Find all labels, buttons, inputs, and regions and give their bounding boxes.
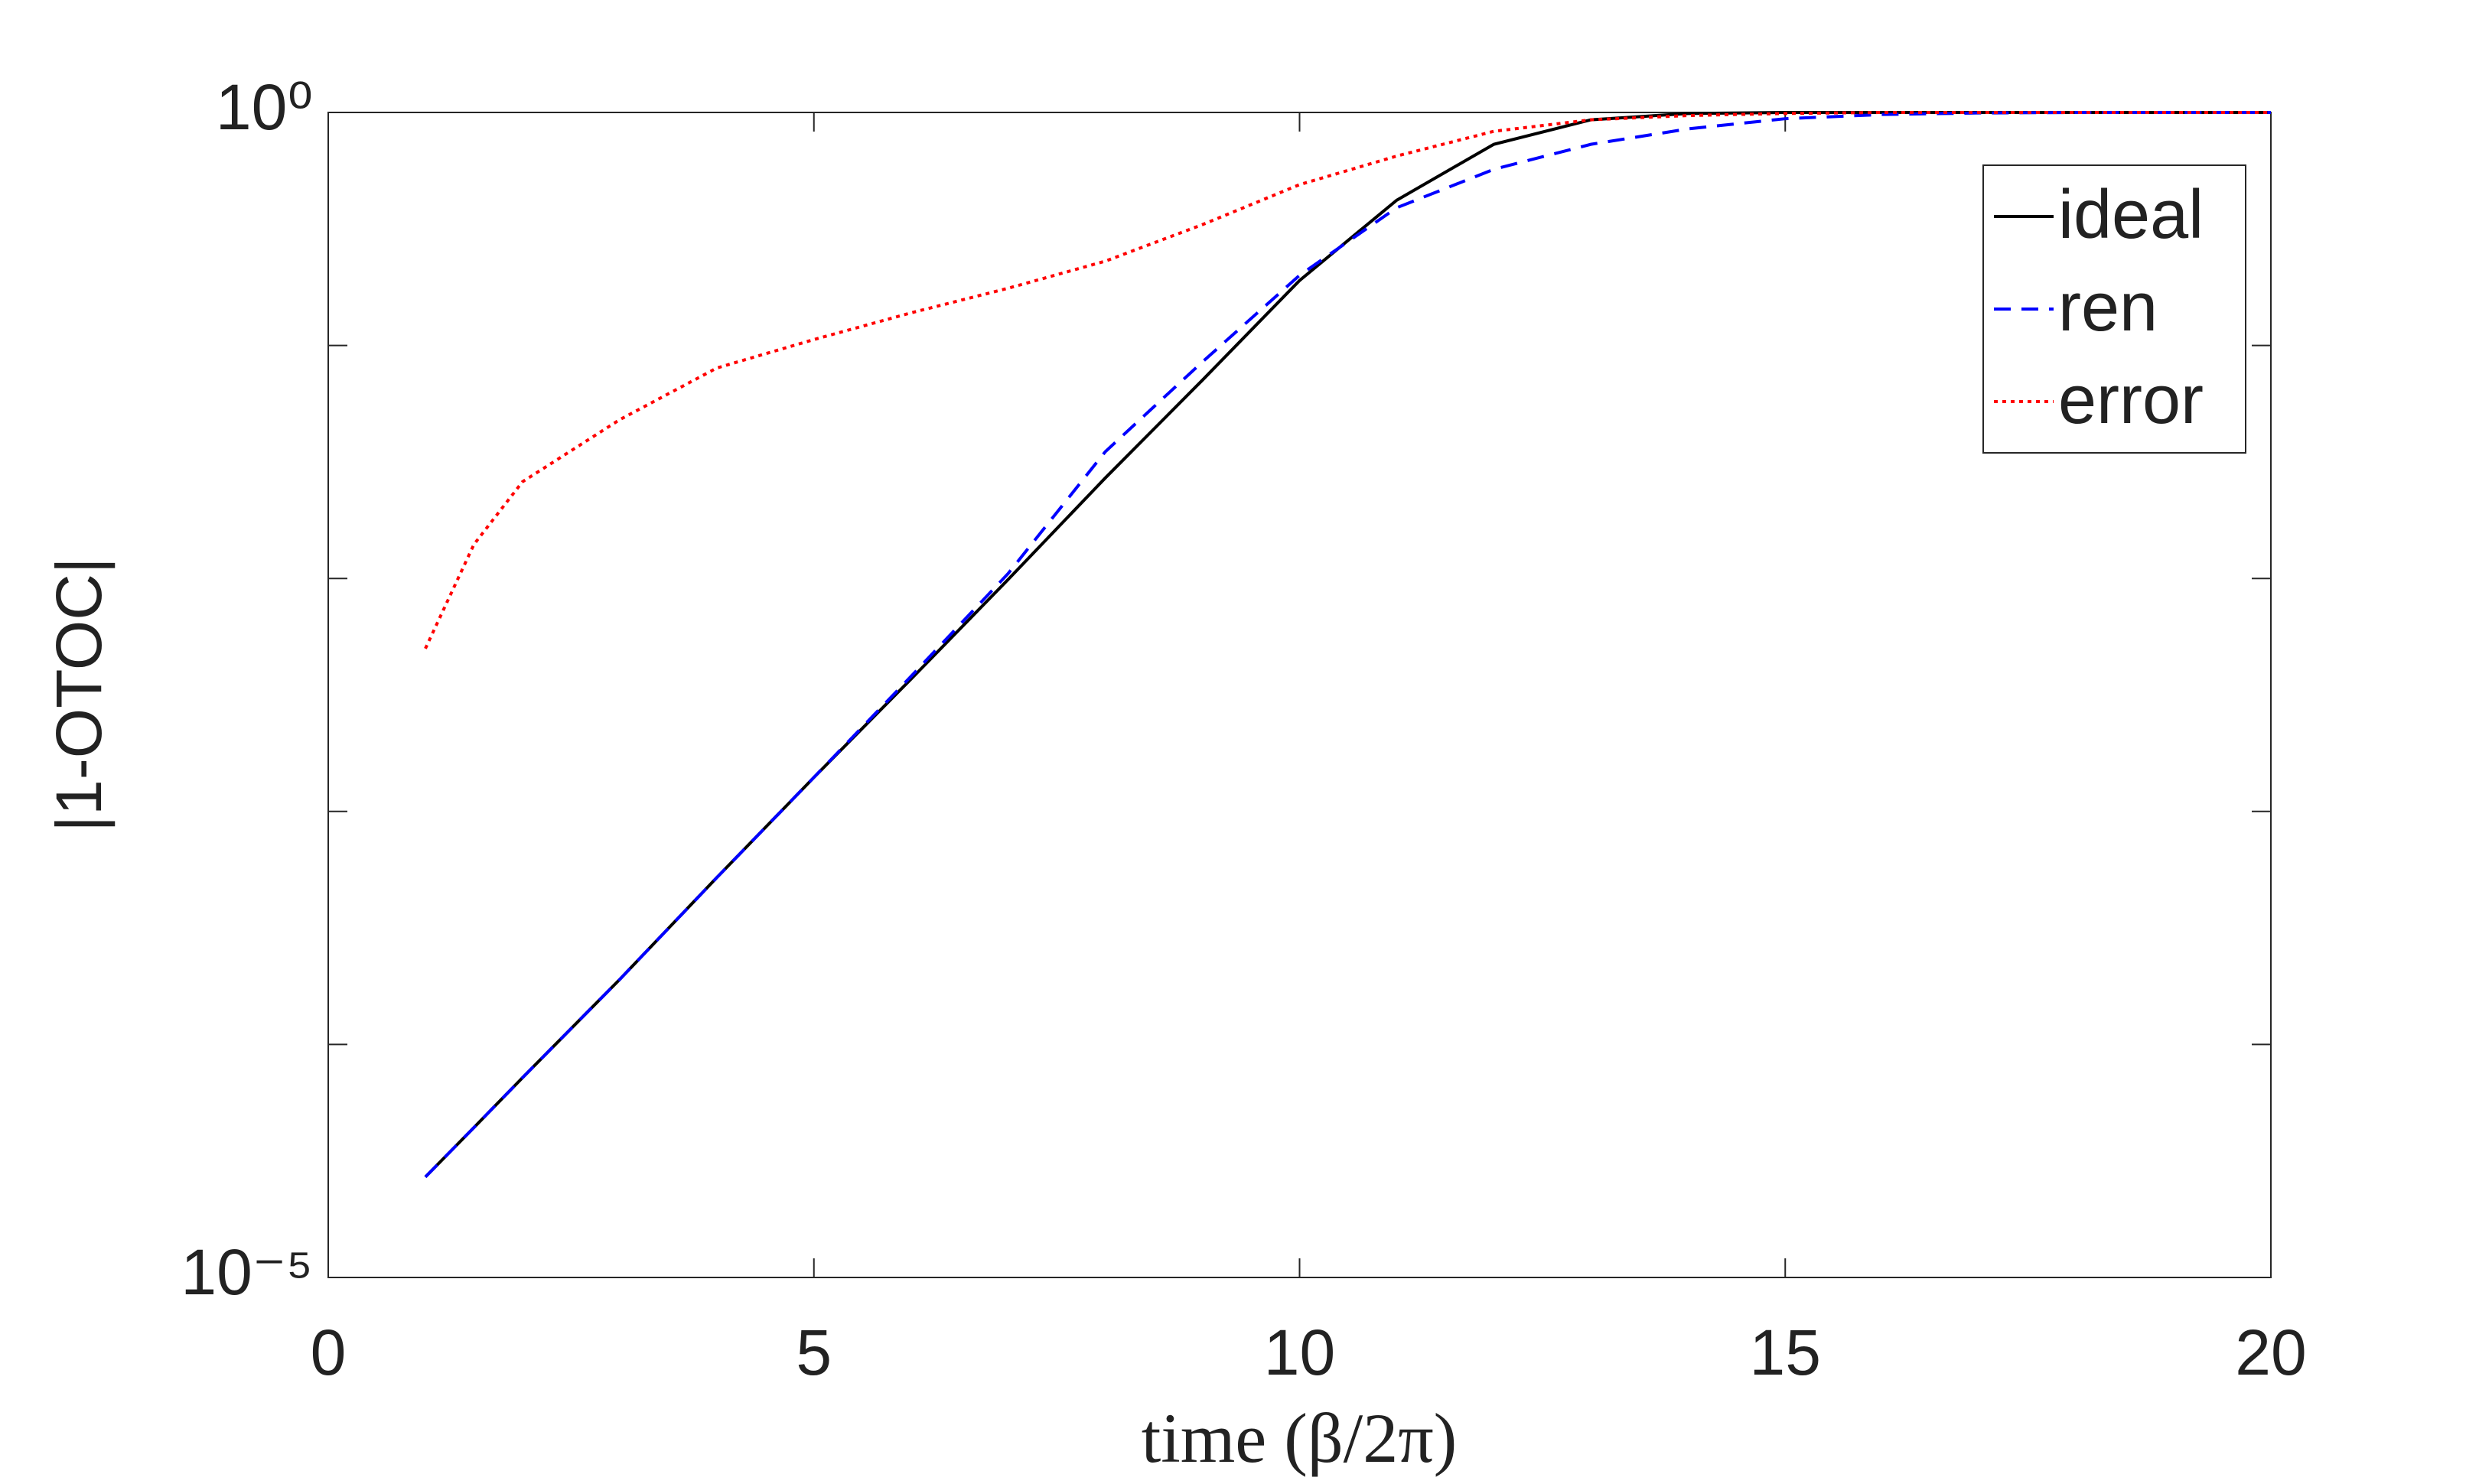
y-tick-label: 10⁻⁵ bbox=[181, 1236, 313, 1308]
x-tick-label: 15 bbox=[1750, 1316, 1821, 1388]
legend-label: ren bbox=[2058, 269, 2158, 346]
x-axis-label: time (β/2π) bbox=[1142, 1399, 1458, 1477]
legend-label: error bbox=[2058, 362, 2204, 438]
x-tick-label: 10 bbox=[1264, 1316, 1335, 1388]
y-tick-label: 10⁰ bbox=[216, 71, 313, 143]
line-error bbox=[424, 111, 2271, 649]
y-axis-label: |1-OTOC| bbox=[43, 557, 115, 831]
x-tick-label: 0 bbox=[311, 1316, 347, 1388]
x-tick-label: 5 bbox=[796, 1316, 832, 1388]
plot-area bbox=[327, 112, 2272, 1278]
x-tick-label: 20 bbox=[2235, 1316, 2306, 1388]
legend-label: ideal bbox=[2058, 177, 2204, 253]
